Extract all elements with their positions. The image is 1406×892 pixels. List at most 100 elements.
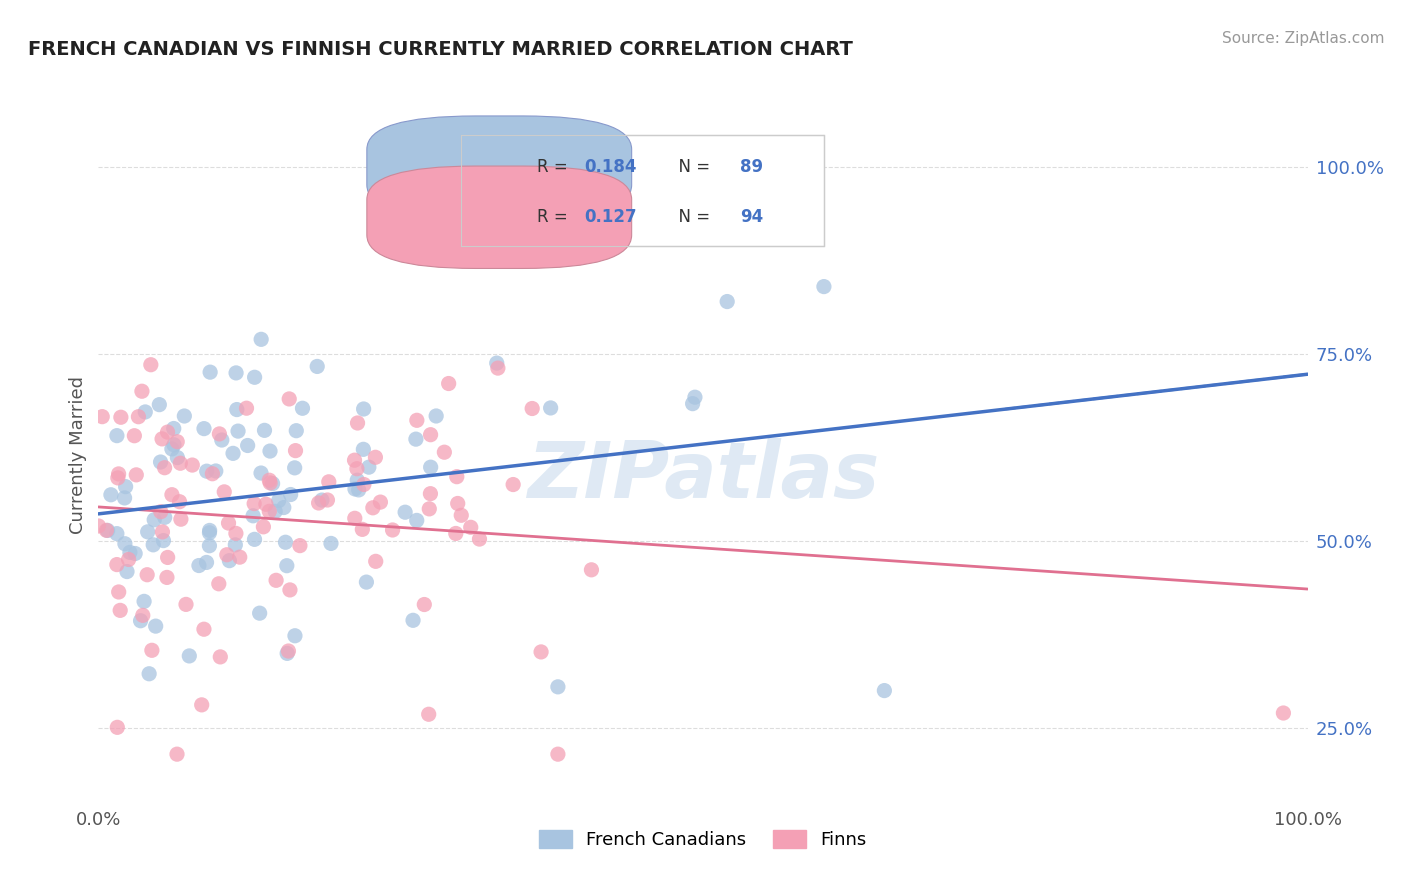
Point (352, 522, 374, 536)
Point (243, 370, 266, 384)
Point (97, 524, 120, 538)
Point (353, 402, 375, 417)
Point (361, 500, 384, 515)
Point (208, 576, 231, 591)
Point (419, 427, 441, 442)
Point (125, 467, 148, 482)
Point (118, 545, 141, 559)
Point (343, 482, 366, 496)
Point (280, 487, 302, 501)
Point (437, 376, 460, 391)
Point (418, 707, 440, 722)
Point (307, 359, 329, 374)
Point (107, 585, 129, 599)
Point (204, 464, 226, 478)
Point (402, 613, 425, 627)
Point (318, 475, 340, 489)
Point (218, 554, 240, 568)
Point (243, 497, 266, 511)
Point (141, 643, 163, 657)
Text: FRENCH CANADIAN VS FINNISH CURRENTLY MARRIED CORRELATION CHART: FRENCH CANADIAN VS FINNISH CURRENTLY MAR… (28, 40, 853, 59)
Point (236, 438, 259, 452)
Y-axis label: Currently Married: Currently Married (69, 376, 87, 534)
Text: Source: ZipAtlas.com: Source: ZipAtlas.com (1222, 31, 1385, 46)
Point (153, 460, 176, 475)
Point (418, 501, 440, 516)
Point (156, 550, 179, 565)
Point (259, 504, 281, 518)
Point (262, 476, 284, 491)
Point (419, 486, 441, 500)
Point (873, 683, 896, 698)
Point (682, 397, 704, 411)
Point (1272, 706, 1295, 720)
Point (444, 526, 467, 541)
Point (201, 467, 224, 481)
Point (166, 434, 188, 449)
Point (169, 494, 191, 508)
Point (319, 536, 342, 550)
Point (316, 493, 339, 508)
Point (91, 409, 114, 424)
Point (114, 480, 136, 494)
Point (419, 460, 441, 475)
Point (107, 467, 129, 481)
Point (259, 444, 281, 458)
Point (160, 442, 183, 456)
Point (278, 392, 301, 406)
Point (277, 644, 299, 658)
Point (174, 598, 197, 612)
Point (364, 450, 387, 465)
Point (254, 497, 277, 511)
Point (124, 547, 146, 561)
Point (179, 648, 201, 663)
Point (683, 390, 706, 404)
Point (229, 550, 252, 565)
Point (235, 401, 257, 416)
Point (149, 505, 172, 519)
Point (218, 516, 240, 530)
Point (343, 453, 366, 467)
Point (145, 619, 167, 633)
Point (394, 505, 416, 519)
Point (264, 574, 287, 588)
Point (195, 464, 218, 478)
Point (138, 666, 160, 681)
Point (581, 563, 603, 577)
Point (813, 279, 835, 293)
Point (166, 747, 188, 761)
Point (105, 526, 128, 541)
Point (163, 421, 186, 435)
Point (370, 495, 392, 509)
Point (273, 500, 295, 515)
Point (136, 567, 159, 582)
Point (96, 524, 118, 538)
Point (502, 477, 524, 491)
Point (405, 432, 427, 446)
Point (156, 570, 179, 584)
Point (405, 413, 427, 427)
Point (381, 523, 404, 537)
Point (540, 401, 562, 415)
Point (311, 493, 333, 508)
Point (166, 450, 188, 465)
Point (209, 649, 232, 664)
Point (114, 491, 136, 505)
Point (547, 680, 569, 694)
Point (308, 496, 330, 510)
Point (193, 622, 215, 636)
Point (139, 358, 162, 372)
Point (132, 594, 155, 608)
Point (222, 446, 245, 460)
Point (100, 488, 122, 502)
Point (117, 552, 139, 566)
Point (156, 425, 179, 439)
Point (291, 401, 314, 416)
Point (198, 524, 221, 538)
Point (267, 493, 290, 508)
Point (187, 558, 209, 573)
Point (274, 535, 297, 549)
Point (195, 556, 218, 570)
Point (127, 409, 149, 424)
Point (149, 455, 172, 469)
